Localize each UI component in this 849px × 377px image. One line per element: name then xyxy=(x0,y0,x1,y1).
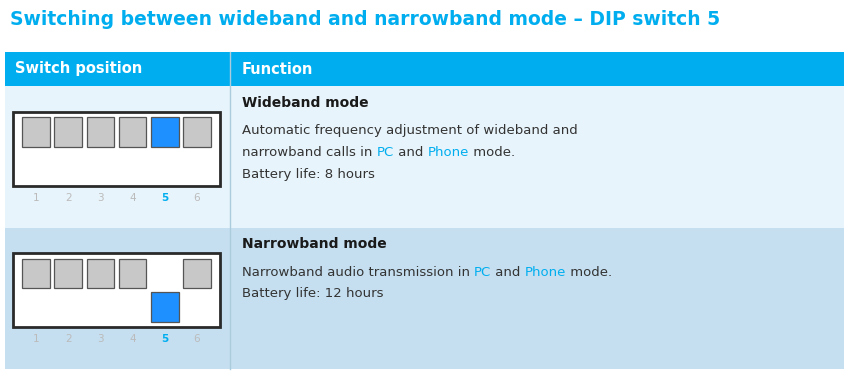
Bar xyxy=(54,117,82,147)
Bar xyxy=(22,117,50,147)
Text: 3: 3 xyxy=(97,334,104,344)
Text: 5: 5 xyxy=(161,193,168,202)
Bar xyxy=(5,86,844,227)
Text: 6: 6 xyxy=(194,334,200,344)
Bar xyxy=(87,117,114,147)
Bar xyxy=(151,117,178,147)
Text: narrowband calls in: narrowband calls in xyxy=(242,146,377,159)
Text: Battery life: 8 hours: Battery life: 8 hours xyxy=(242,168,375,181)
Text: 4: 4 xyxy=(129,334,136,344)
Text: Wideband mode: Wideband mode xyxy=(242,96,368,110)
Text: Switch position: Switch position xyxy=(15,61,143,77)
Bar xyxy=(183,117,211,147)
Text: Battery life: 12 hours: Battery life: 12 hours xyxy=(242,288,384,300)
Text: Switching between wideband and narrowband mode – DIP switch 5: Switching between wideband and narrowban… xyxy=(10,10,720,29)
Text: 5: 5 xyxy=(161,334,168,344)
Bar xyxy=(5,52,844,86)
Text: and: and xyxy=(394,146,428,159)
Text: Phone: Phone xyxy=(526,265,566,279)
Text: 2: 2 xyxy=(65,334,71,344)
Text: and: and xyxy=(492,265,526,279)
Bar xyxy=(13,253,220,327)
Bar xyxy=(119,117,146,147)
Bar xyxy=(119,259,146,288)
Bar xyxy=(183,259,211,288)
Text: 6: 6 xyxy=(194,193,200,202)
Text: mode.: mode. xyxy=(469,146,515,159)
Text: Function: Function xyxy=(242,61,313,77)
Text: Narrowband audio transmission in: Narrowband audio transmission in xyxy=(242,265,475,279)
Bar xyxy=(87,259,114,288)
Text: 4: 4 xyxy=(129,193,136,202)
Text: PC: PC xyxy=(475,265,492,279)
Text: Narrowband mode: Narrowband mode xyxy=(242,238,387,251)
Text: Phone: Phone xyxy=(428,146,469,159)
Bar xyxy=(13,112,220,185)
Bar xyxy=(151,293,178,322)
Text: 2: 2 xyxy=(65,193,71,202)
Text: 1: 1 xyxy=(33,334,39,344)
Bar xyxy=(22,259,50,288)
Text: mode.: mode. xyxy=(566,265,613,279)
Text: 1: 1 xyxy=(33,193,39,202)
Bar xyxy=(5,227,844,369)
Text: Automatic frequency adjustment of wideband and: Automatic frequency adjustment of wideba… xyxy=(242,124,578,137)
Text: 3: 3 xyxy=(97,193,104,202)
Bar xyxy=(54,259,82,288)
Text: PC: PC xyxy=(377,146,394,159)
